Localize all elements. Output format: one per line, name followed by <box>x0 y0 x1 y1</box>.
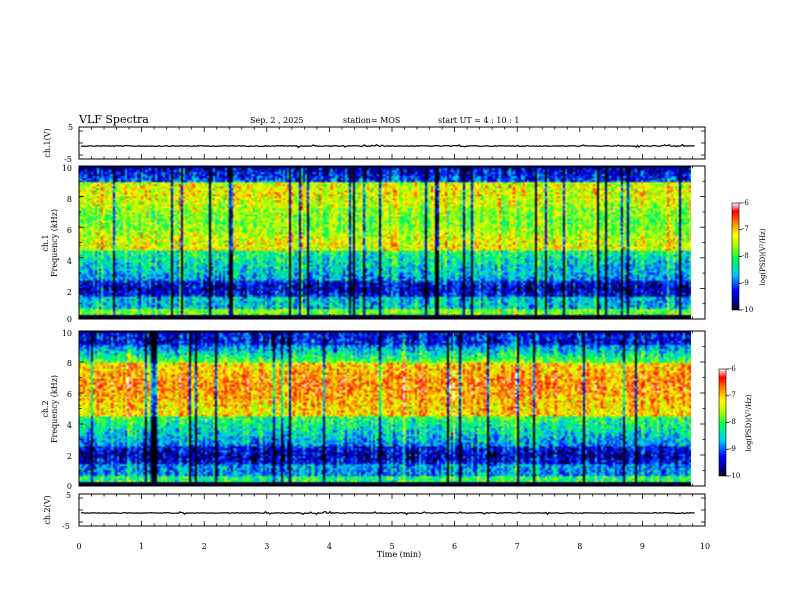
ch2-ytick-0: 0 <box>67 482 72 491</box>
ch1-ytick-8: 8 <box>67 195 72 204</box>
date-label: Sep. 2 , 2025 <box>250 116 304 125</box>
ch1-spectrogram-panel: 0 2 4 6 8 10 ch.1 Frequency (kHz) <box>41 164 706 324</box>
ch2-ytick-2: 2 <box>67 452 72 461</box>
xtick-9: 9 <box>640 542 645 551</box>
ch1-waveform-ylabel: ch.1(V) <box>43 128 52 157</box>
ch1-ytick-top: 5 <box>68 123 73 132</box>
ch2-spectrogram-ylabel-line1: ch.2 <box>41 400 50 417</box>
ch1-cb-tick-n10: -10 <box>742 306 753 314</box>
start-time-label: start UT = 4 : 10 : 1 <box>438 116 519 125</box>
station-label: station= MOS <box>343 116 400 125</box>
ch1-spectrogram-ylabel-line1: ch.1 <box>41 234 50 251</box>
time-axis-label: Time (min) <box>377 550 421 559</box>
xtick-10: 10 <box>700 542 710 551</box>
xtick-3: 3 <box>264 542 269 551</box>
ch1-cb-tick-n6: -6 <box>742 199 749 207</box>
xtick-5: 5 <box>389 542 394 551</box>
xtick-8: 8 <box>577 542 582 551</box>
ch1-cb-tick-n7: -7 <box>742 225 749 233</box>
ch2-wave-ytick-top: 5 <box>66 491 71 500</box>
ch1-ytick-0: 0 <box>67 315 72 324</box>
xtick-0: 0 <box>76 542 81 551</box>
ch1-ytick-4: 4 <box>67 257 72 266</box>
xtick-4: 4 <box>327 542 332 551</box>
figure-title: VLF Spectra <box>78 113 149 126</box>
ch1-ytick-10: 10 <box>62 164 72 173</box>
ch2-cb-tick-n6: -6 <box>729 365 736 373</box>
xtick-2: 2 <box>202 542 207 551</box>
xtick-6: 6 <box>452 542 457 551</box>
ch2-waveform-line <box>80 510 695 516</box>
ch2-ytick-4: 4 <box>67 421 72 430</box>
ch2-waveform-ticks <box>78 494 706 526</box>
ch1-waveform-panel: 5 -5 ch.1(V) <box>43 123 706 164</box>
ch2-waveform-panel: 5 -5 ch.2(V) 0 1 2 3 4 5 6 7 8 9 10 Time… <box>43 491 710 559</box>
ch1-colorbar: -6 -7 -8 -9 -10 log(PSD)(V²/Hz) <box>731 199 767 314</box>
ch1-spectrogram-ticks <box>78 165 706 320</box>
ch2-ytick-6: 6 <box>67 390 72 399</box>
ch2-waveform-ylabel: ch.2(V) <box>43 495 52 524</box>
ch2-cb-tick-n10: -10 <box>729 472 740 480</box>
ch2-colorbar: -6 -7 -8 -9 -10 log(PSD)(V²/Hz) <box>718 365 753 480</box>
ch2-colorbar-ticks <box>726 368 729 477</box>
xtick-7: 7 <box>515 542 520 551</box>
ch1-ytick-2: 2 <box>67 288 72 297</box>
ch1-cb-tick-n8: -8 <box>742 252 749 260</box>
ch2-spectrogram-ylabel-line2: Frequency (kHz) <box>50 375 59 443</box>
ch2-cb-tick-n8: -8 <box>729 418 736 426</box>
ch1-spectrogram-image <box>79 166 691 319</box>
ch1-colorbar-label: log(PSD)(V²/Hz) <box>759 228 767 285</box>
ch2-ytick-10: 10 <box>62 329 72 338</box>
ch1-ytick-6: 6 <box>67 226 72 235</box>
ch2-cb-tick-n7: -7 <box>729 391 736 399</box>
xtick-1: 1 <box>139 542 144 551</box>
ch1-waveform-line <box>80 143 695 149</box>
ch1-colorbar-ticks <box>739 202 742 311</box>
ch2-spectrogram-image <box>79 331 691 486</box>
ch2-colorbar-label: log(PSD)(V²/Hz) <box>745 394 753 451</box>
ch1-waveform-ticks <box>78 127 706 159</box>
ch2-spectrogram-ticks <box>78 330 706 487</box>
ch1-cb-tick-n9: -9 <box>742 279 749 287</box>
ch1-spectrogram-ylabel-line2: Frequency (kHz) <box>50 209 59 277</box>
ch2-ytick-8: 8 <box>67 359 72 368</box>
ch2-cb-tick-n9: -9 <box>729 445 736 453</box>
ch2-spectrogram-panel: 0 2 4 6 8 10 ch.2 Frequency (kHz) <box>41 329 706 491</box>
ch1-ytick-bottom: -5 <box>64 155 72 164</box>
ch2-wave-ytick-bottom: -5 <box>62 522 70 531</box>
